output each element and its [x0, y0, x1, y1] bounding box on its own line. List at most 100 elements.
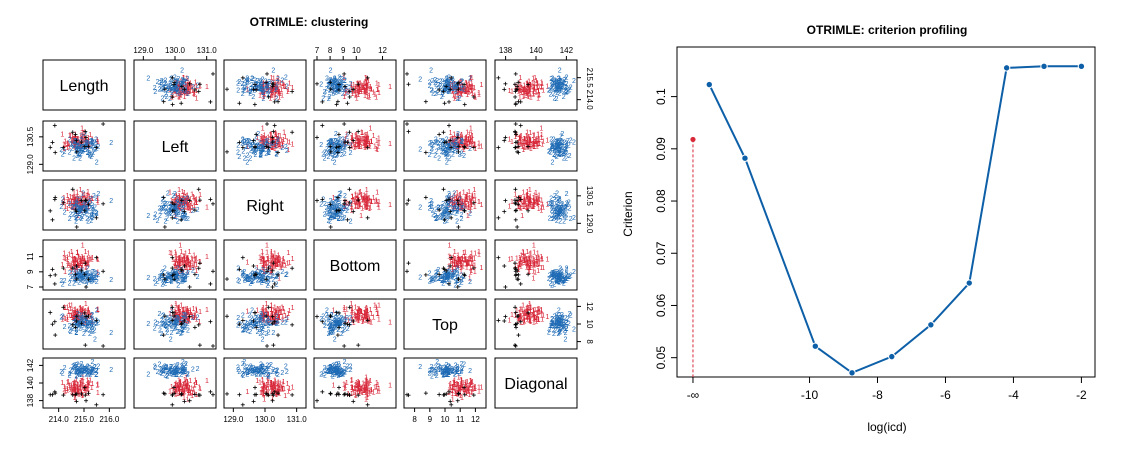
cluster1-point: 1: [276, 75, 280, 82]
cluster2-point: 2: [458, 196, 462, 203]
cluster2-point: 2: [75, 197, 79, 204]
cluster1-point: 1: [265, 243, 269, 250]
noise-point: [276, 99, 281, 104]
cluster1-point: 1: [181, 81, 185, 88]
cluster1-point: 1: [187, 82, 191, 89]
cluster2-point: 2: [329, 206, 333, 213]
cluster2-point: 2: [157, 87, 161, 94]
cluster1-point: 1: [187, 89, 191, 96]
cluster2-point: 2: [327, 83, 331, 90]
noise-point: [161, 99, 166, 104]
noise-point: [442, 101, 447, 106]
cluster2-point: 2: [431, 142, 435, 149]
cluster1-point: 1: [288, 260, 292, 267]
cluster1-point: 1: [457, 89, 461, 96]
cluster1-point: 1: [464, 88, 468, 95]
cluster2-point: 2: [325, 86, 329, 93]
cluster2-point: 2: [440, 94, 444, 101]
cluster1-point: 1: [477, 249, 481, 256]
noise-point: [264, 80, 269, 85]
cluster2-point: 2: [429, 67, 433, 74]
noise-point: [182, 87, 187, 92]
cluster1-point: 1: [346, 88, 350, 95]
cluster1-point: 1: [278, 80, 282, 87]
cluster2-point: 2: [241, 84, 245, 91]
cluster1-point: 1: [177, 94, 181, 101]
cluster2-point: 2: [173, 82, 177, 89]
cluster2-point: 2: [257, 144, 261, 151]
noise-point: [513, 122, 518, 126]
cluster2-point: 2: [260, 86, 264, 93]
cluster2-point: 2: [328, 78, 332, 85]
cluster2-point: 2: [258, 80, 262, 87]
cluster1-point: 1: [364, 79, 368, 86]
cluster2-point: 2: [85, 283, 89, 290]
cluster2-point: 2: [186, 327, 190, 334]
cluster2-point: 2: [266, 83, 270, 90]
cluster2-point: 2: [555, 144, 559, 151]
cluster2-point: 2: [267, 330, 271, 337]
cluster2-point: 2: [274, 87, 278, 94]
cluster2-point: 2: [180, 328, 184, 335]
cluster1-point: 1: [271, 86, 275, 93]
cluster2-point: 2: [169, 83, 173, 90]
cluster2-point: 2: [69, 329, 73, 336]
cluster1-point: 1: [376, 87, 380, 94]
cluster1-point: 1: [187, 84, 191, 91]
cluster1-point: 1: [349, 82, 353, 89]
cluster2-point: 2: [468, 146, 472, 153]
cluster2-point: 2: [264, 86, 268, 93]
noise-point: [74, 225, 79, 229]
noise-point: [83, 343, 88, 348]
noise-point: [48, 273, 53, 278]
cluster2-point: 2: [267, 79, 271, 86]
cluster2-point: 2: [331, 84, 335, 91]
cluster1-point: 1: [185, 84, 189, 91]
cluster2-point: 2: [338, 86, 342, 93]
cluster1-point: 1: [359, 89, 363, 96]
variable-label: Right: [246, 198, 284, 215]
cluster1-point: 1: [274, 84, 278, 91]
cluster1-point: 1: [359, 87, 363, 94]
cluster2-point: 2: [170, 85, 174, 92]
cluster2-point: 2: [176, 283, 180, 290]
cluster2-point: 2: [337, 216, 341, 223]
cluster1-point: 1: [186, 88, 190, 95]
cluster2-point: 2: [550, 202, 554, 209]
cluster1-point: 1: [368, 93, 372, 100]
cluster1-point: 1: [521, 249, 525, 256]
cluster1-point: 1: [541, 204, 545, 211]
cluster1-point: 1: [205, 84, 209, 91]
cluster1-point: 1: [183, 89, 187, 96]
cluster2-point: 2: [335, 83, 339, 90]
cluster1-point: 1: [276, 85, 280, 92]
cluster2-point: 2: [170, 86, 174, 93]
cluster2-point: 2: [261, 336, 265, 343]
cluster1-point: 1: [350, 87, 354, 94]
cluster2-point: 2: [343, 202, 347, 209]
noise-point: [406, 261, 411, 266]
cluster1-point: 1: [266, 83, 270, 90]
cluster2-point: 2: [170, 87, 174, 94]
cluster2-point: 2: [337, 84, 341, 91]
cluster2-point: 2: [418, 146, 422, 153]
cluster1-point: 1: [277, 88, 281, 95]
cluster2-point: 2: [335, 87, 339, 94]
cluster2-point: 2: [335, 88, 339, 95]
cluster1-point: 1: [270, 90, 274, 97]
cluster2-point: 2: [95, 159, 99, 166]
cluster2-point: 2: [241, 312, 245, 319]
cluster2-point: 2: [323, 89, 327, 96]
cluster1-point: 1: [377, 199, 381, 206]
cluster1-point: 1: [277, 95, 281, 102]
cluster2-point: 2: [333, 76, 337, 83]
cluster2-point: 2: [177, 329, 181, 336]
cluster1-point: 1: [175, 84, 179, 91]
cluster2-point: 2: [184, 312, 188, 319]
cluster1-point: 1: [350, 84, 354, 91]
cluster1-point: 1: [275, 88, 279, 95]
cluster2-point: 2: [69, 276, 73, 283]
noise-point: [437, 132, 442, 137]
cluster2-point: 2: [173, 84, 177, 91]
cluster1-point: 1: [194, 307, 198, 314]
